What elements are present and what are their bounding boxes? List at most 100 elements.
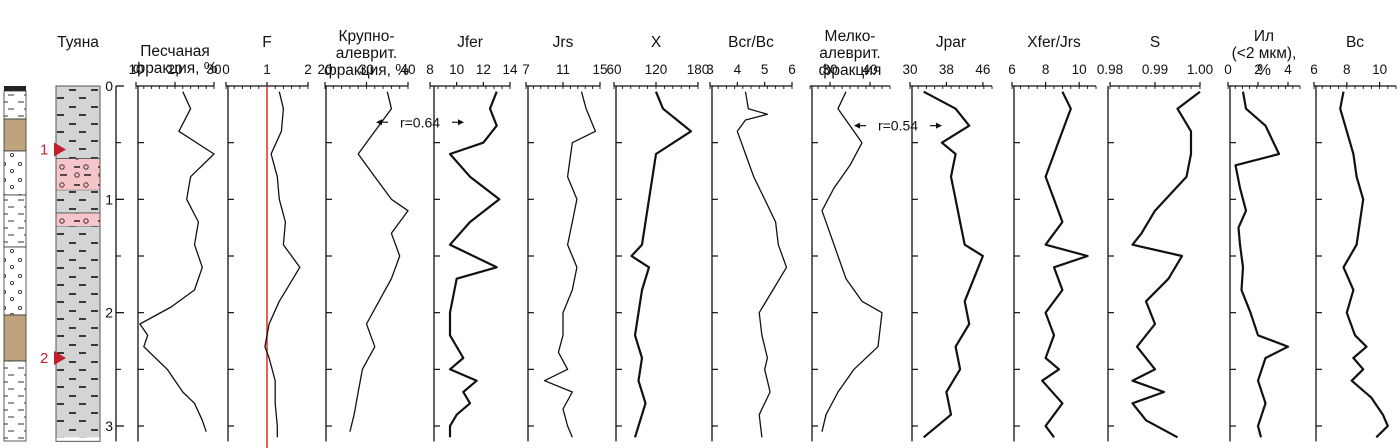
correlation-label: r=0.64 (400, 114, 440, 130)
column-title: F (262, 34, 271, 51)
column-tick-label: 60 (606, 62, 621, 77)
section-unit-silt (56, 190, 100, 213)
column-tick-label: 8 (426, 62, 434, 77)
column-tick-label: 6 (1310, 62, 1318, 77)
column-title: Bcr/Bc (728, 34, 774, 51)
column-title: Jpar (936, 34, 966, 51)
column-tick-label: 0.98 (1097, 62, 1123, 77)
column-title: алеврит. (336, 45, 398, 62)
section-title: Туяна (57, 34, 99, 51)
column-title: Jrs (553, 34, 574, 51)
column-title: Jfer (457, 34, 483, 51)
series-line (448, 91, 501, 438)
column-title: Песчаная (140, 43, 210, 60)
arrowhead-left (854, 122, 860, 129)
arrowhead-right (936, 122, 942, 129)
series-line (630, 91, 693, 438)
column-3: Крупно-алеврит.фракция, %20 30 40 (317, 28, 416, 442)
column-tick-label: 11 (556, 62, 570, 77)
column-title: Мелко- (825, 28, 876, 45)
column-2: F 0 1 2 (222, 34, 312, 448)
column-tick-label: 12 (476, 62, 491, 77)
series-line (1234, 91, 1290, 438)
series-line (1041, 91, 1089, 438)
column-tick-label: 8 (1042, 62, 1050, 77)
section-unit-pebbly-silt (55, 158, 101, 191)
series-line (139, 91, 215, 432)
column-tick-label: 40 (400, 62, 415, 77)
series-line (264, 91, 301, 438)
column-6: X 60 120 180 (606, 34, 710, 442)
column-tick-label: 4 (1284, 62, 1292, 77)
column-title: S (1150, 34, 1160, 51)
series-line (1339, 91, 1389, 439)
sample-marker-1 (54, 142, 66, 157)
column-12: Ил(<2 мкм),% 0 2 4 (1224, 28, 1301, 442)
column-tick-label: 180 (687, 62, 710, 77)
column-tick-label: 0 (222, 62, 230, 77)
column-9: Jpar 30 38 46 (902, 34, 993, 442)
column-title: Ил (1254, 28, 1274, 45)
column-title: Xfer/Jrs (1027, 34, 1081, 51)
section-unit-silt (56, 86, 100, 159)
column-tick-label: 46 (975, 62, 990, 77)
column-tick-label: 120 (645, 62, 668, 77)
arrowhead-right (458, 119, 464, 126)
sample-marker-label: 2 (40, 350, 48, 367)
annotations: r=0.64 r=0.54 (376, 114, 942, 134)
column-11: S 0.98 0.99 1.00 (1097, 34, 1213, 442)
column-tick-label: 1 (263, 62, 271, 77)
column-tick-label: 10 (1372, 62, 1387, 77)
depth-tick-label: 0 (105, 78, 113, 94)
series-line (922, 90, 985, 439)
column-title: фракция, % (324, 62, 409, 79)
column-7: Bcr/Bc 3 4 5 6 (706, 34, 796, 442)
legend-strip (3, 86, 27, 442)
column-tick-label: 10 (449, 62, 464, 77)
correlation-annotation: r=0.54 (854, 118, 942, 134)
column-tick-label: 14 (502, 62, 518, 77)
series-line (543, 91, 597, 438)
column-tick-label: 30 (902, 62, 917, 77)
series-line (1131, 90, 1201, 439)
column-tick-label: 3 (706, 62, 714, 77)
section-unit-silt (56, 226, 100, 438)
column-tick-label: 40 (862, 62, 877, 77)
column-tick-label: 20 (167, 62, 182, 77)
sample-marker-label: 1 (40, 141, 48, 158)
column-title: X (651, 34, 662, 51)
column-tick-label: 20 (317, 62, 332, 77)
correlation-label: r=0.54 (878, 118, 918, 134)
sample-marker-2 (54, 351, 66, 365)
column-tick-label: 4 (734, 62, 742, 77)
section-border (55, 85, 101, 442)
column-tick-label: 15 (592, 62, 607, 77)
column-tick-label: 6 (788, 62, 796, 77)
column-title: фракция, % (132, 60, 217, 77)
series-line (821, 91, 883, 432)
column-tick-label: 0 (1224, 62, 1232, 77)
correlation-annotation: r=0.64 (376, 114, 464, 130)
column-tick-label: 6 (1008, 62, 1016, 77)
column-title: Крупно- (339, 28, 395, 45)
column-title: фракция (819, 62, 882, 79)
column-5: Jrs 7 11 15 (522, 34, 608, 442)
column-title: алеврит. (819, 45, 881, 62)
column-tick-label: 30 (822, 62, 837, 77)
column-4: Jfer 8 10 12 14 (426, 34, 518, 442)
column-tick-label: 0.99 (1142, 62, 1168, 77)
column-title: Bc (1346, 34, 1364, 51)
section-unit-pebbly-silt (55, 212, 101, 227)
column-13: Bc 6 8 10 (1310, 34, 1397, 442)
column-tick-label: 2 (1254, 62, 1262, 77)
depth-axis: 0 1 2 3 (105, 78, 124, 442)
column-tick-label: 8 (1343, 62, 1351, 77)
series-line (349, 91, 409, 432)
depth-tick-label: 3 (105, 418, 113, 434)
series-line (736, 91, 788, 438)
column-tick-label: 1.00 (1187, 62, 1213, 77)
